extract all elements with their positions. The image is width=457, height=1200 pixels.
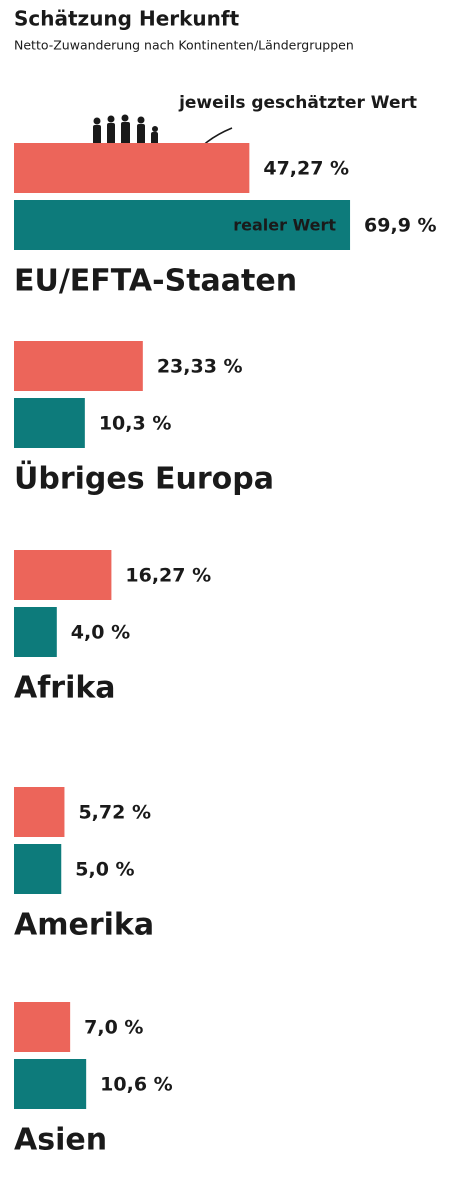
bar: [14, 550, 112, 600]
series-annotation: realer Wert: [233, 216, 336, 235]
category-label: Afrika: [14, 671, 116, 706]
bar: [14, 143, 250, 193]
value-label: 10,6 %: [100, 1074, 173, 1096]
bar: [14, 200, 351, 250]
bar: [14, 398, 85, 448]
category-label: Asien: [14, 1123, 107, 1158]
value-label: 10,3 %: [99, 413, 172, 435]
series-annotation: jeweils geschätzter Wert: [178, 93, 417, 113]
chart-subtitle: Netto-Zuwanderung nach Kontinenten/Lände…: [14, 38, 354, 53]
bar: [14, 787, 65, 837]
value-label: 47,27 %: [263, 158, 349, 180]
value-label: 23,33 %: [157, 356, 243, 378]
bar: [14, 844, 62, 894]
bar: [14, 1002, 71, 1052]
value-label: 5,72 %: [78, 802, 151, 824]
category-label: Amerika: [14, 908, 154, 943]
bar: [14, 607, 57, 657]
category-label: EU/EFTA-Staaten: [14, 264, 297, 299]
chart-title: Schätzung Herkunft: [14, 7, 240, 31]
bar: [14, 341, 143, 391]
category-label: Übriges Europa: [14, 460, 274, 497]
value-label: 4,0 %: [71, 622, 130, 644]
bar: [14, 1059, 87, 1109]
value-label: 7,0 %: [84, 1017, 143, 1039]
value-label: 69,9 %: [364, 215, 437, 237]
value-label: 5,0 %: [75, 859, 134, 881]
value-label: 16,27 %: [125, 565, 211, 587]
